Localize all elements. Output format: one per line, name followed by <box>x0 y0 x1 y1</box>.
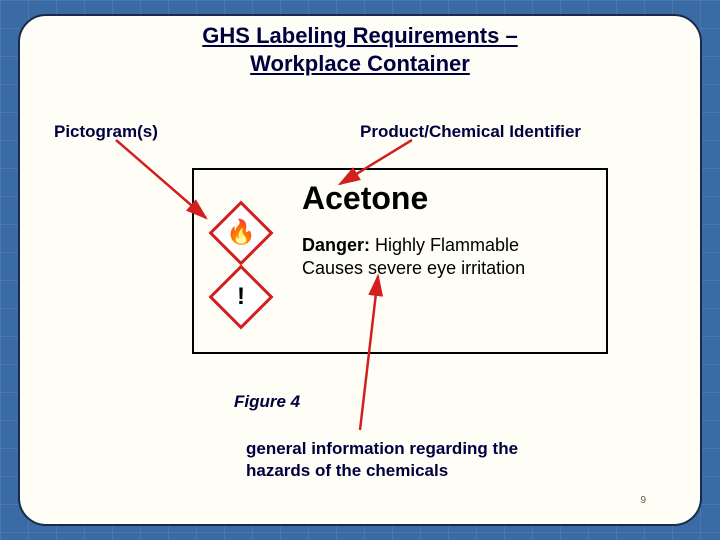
pictogram-flame: 🔥 <box>208 200 273 265</box>
flame-icon: 🔥 <box>226 221 256 245</box>
slide-title: GHS Labeling Requirements – Workplace Co… <box>20 16 700 77</box>
slide-panel: GHS Labeling Requirements – Workplace Co… <box>18 14 702 526</box>
exclamation-icon: ! <box>237 285 245 309</box>
hazard-statements: Danger: Highly Flammable Causes severe e… <box>302 234 592 279</box>
general-info-text: general information regarding the hazard… <box>246 438 586 482</box>
chemical-label-box: Acetone Danger: Highly Flammable Causes … <box>192 168 608 354</box>
label-identifier: Product/Chemical Identifier <box>360 122 581 142</box>
title-line-1: GHS Labeling Requirements – <box>202 23 517 48</box>
title-line-2: Workplace Container <box>250 51 470 76</box>
hazard-line-2: Causes severe eye irritation <box>302 258 525 278</box>
signal-word: Danger: <box>302 235 370 255</box>
hazard-line-1: Highly Flammable <box>370 235 519 255</box>
figure-caption: Figure 4 <box>234 392 300 412</box>
chemical-name: Acetone <box>302 180 428 217</box>
page-number: 9 <box>640 495 646 506</box>
pictogram-exclamation: ! <box>208 264 273 329</box>
label-pictograms: Pictogram(s) <box>54 122 158 142</box>
